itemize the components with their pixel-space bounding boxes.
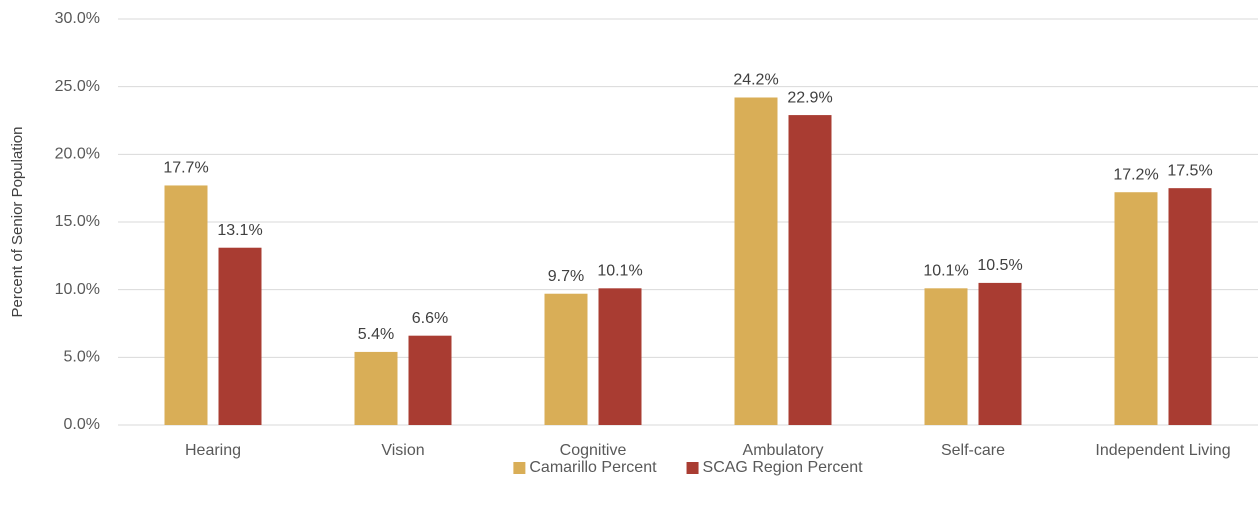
- bar: [1168, 188, 1212, 425]
- bar: [598, 288, 642, 425]
- data-label: 5.4%: [358, 326, 394, 343]
- y-tick-label: 30.0%: [55, 10, 100, 27]
- y-tick-label: 10.0%: [55, 281, 100, 298]
- data-label: 17.2%: [1113, 166, 1158, 183]
- y-tick-label: 20.0%: [55, 146, 100, 163]
- data-label: 17.5%: [1167, 162, 1212, 179]
- bar: [354, 351, 398, 425]
- y-tick-label: 0.0%: [64, 416, 100, 433]
- data-label: 10.1%: [923, 263, 968, 280]
- x-tick-label: Ambulatory: [743, 442, 824, 459]
- bar: [544, 293, 588, 425]
- data-label: 10.5%: [977, 257, 1022, 274]
- legend-label: SCAG Region Percent: [703, 459, 864, 476]
- bar: [408, 335, 452, 425]
- legend-swatch: [686, 462, 699, 474]
- bar: [164, 185, 208, 425]
- legend-label: Camarillo Percent: [529, 459, 657, 476]
- data-label: 22.9%: [787, 89, 832, 106]
- y-tick-label: 5.0%: [64, 349, 100, 366]
- y-axis-label: Percent of Senior Population: [9, 127, 26, 318]
- bar: [1114, 192, 1158, 425]
- data-label: 13.1%: [217, 222, 262, 239]
- bar: [978, 282, 1022, 425]
- bar: [734, 97, 778, 425]
- legend-swatch: [513, 462, 526, 474]
- data-label: 24.2%: [733, 72, 778, 89]
- data-label: 10.1%: [597, 263, 642, 280]
- y-tick-label: 25.0%: [55, 78, 100, 95]
- data-label: 9.7%: [548, 268, 584, 285]
- data-label: 17.7%: [163, 160, 208, 177]
- y-tick-label: 15.0%: [55, 213, 100, 230]
- bar: [924, 288, 968, 425]
- x-tick-label: Cognitive: [560, 442, 627, 459]
- bar: [218, 247, 262, 425]
- data-label: 6.6%: [412, 310, 448, 327]
- x-tick-label: Independent Living: [1095, 442, 1230, 459]
- x-tick-label: Vision: [381, 442, 424, 459]
- x-tick-label: Hearing: [185, 442, 241, 459]
- bar: [788, 115, 832, 425]
- x-tick-label: Self-care: [941, 442, 1005, 459]
